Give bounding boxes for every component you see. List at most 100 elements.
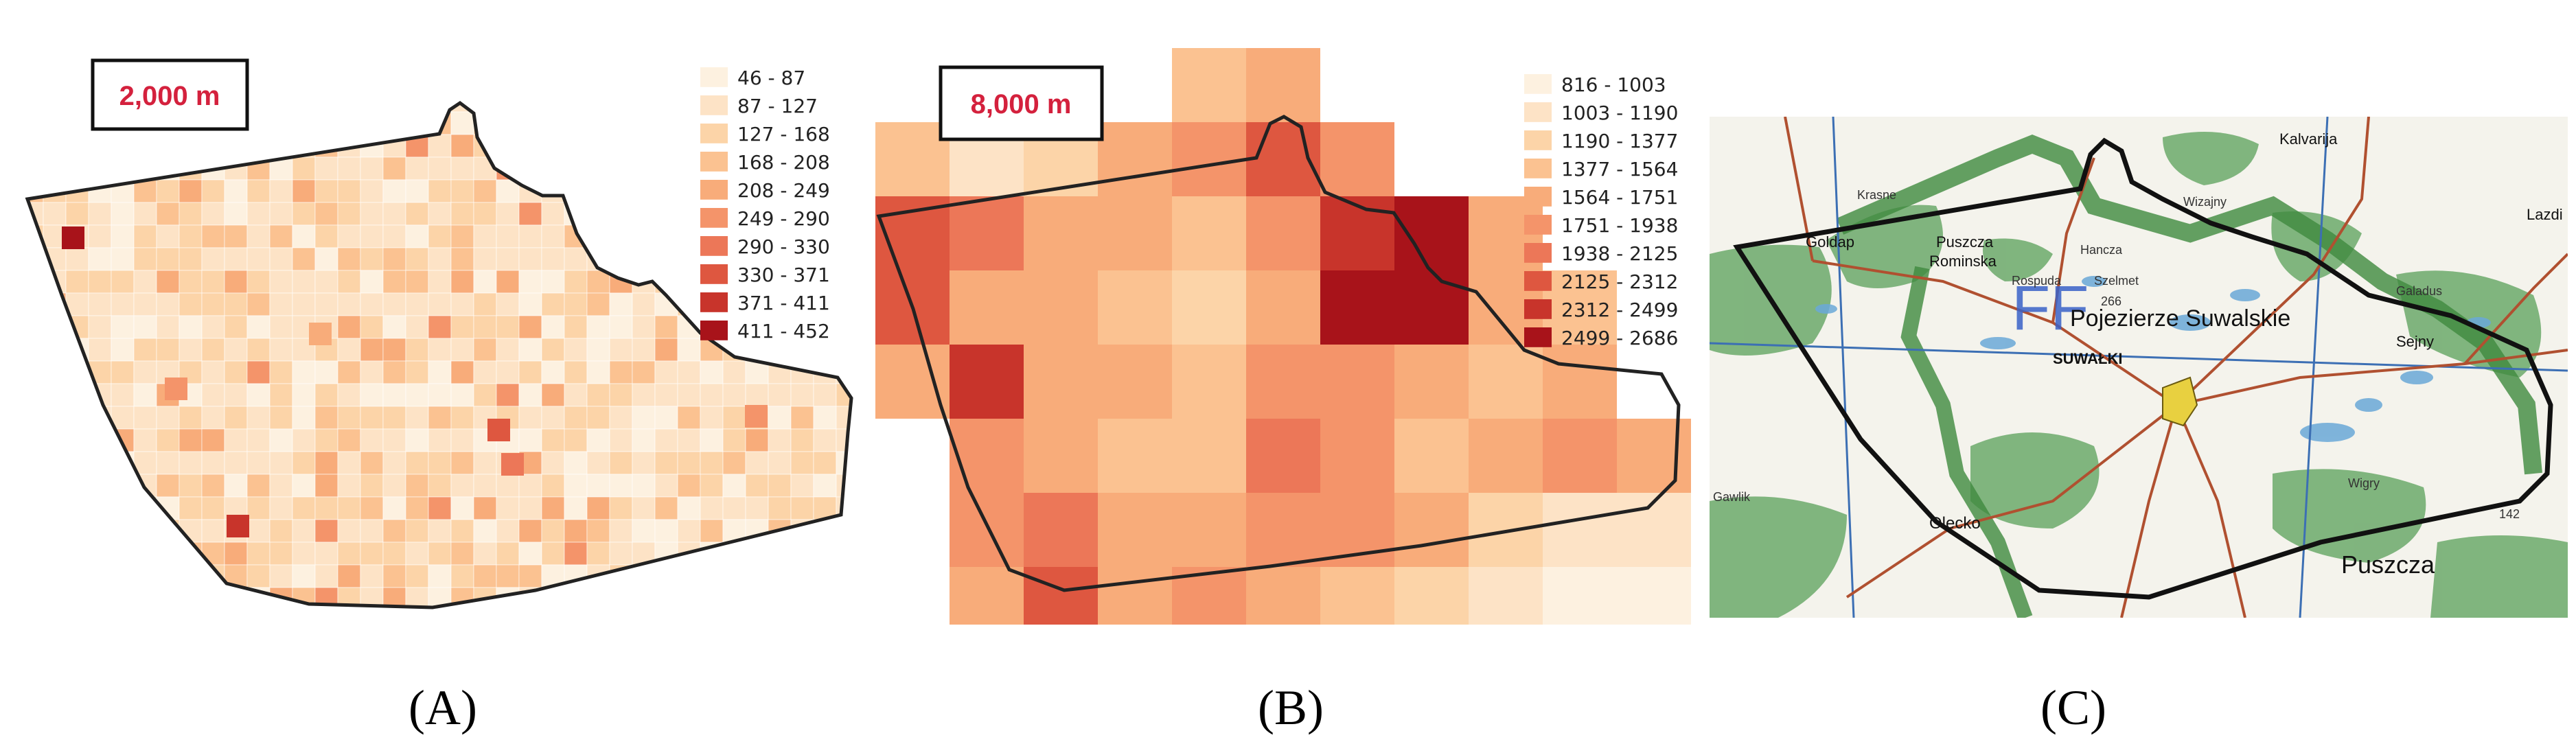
- grid-cell: [269, 496, 293, 520]
- grid-cell: [201, 383, 225, 407]
- grid-cell: [88, 202, 112, 226]
- grid-cell: [654, 406, 678, 430]
- grid-cell: [224, 383, 248, 407]
- grid-cell: [292, 202, 316, 226]
- grid-cell: [700, 519, 724, 543]
- grid-cell: [405, 451, 429, 475]
- grid-cell: [609, 315, 633, 339]
- grid-cell: [1024, 345, 1098, 419]
- panel-c-topo-map: Goldap Puszcza Rominska Kalvarija Lazdi …: [1710, 117, 2568, 618]
- grid-cell: [246, 360, 271, 384]
- grid-cell: [337, 292, 361, 316]
- grid-cell: [428, 564, 452, 588]
- grid-cell: [292, 587, 316, 607]
- grid-cell: [428, 292, 452, 316]
- grid-cell: [382, 270, 406, 294]
- grid-cell: [246, 247, 271, 271]
- grid-cell: [541, 496, 565, 520]
- grid-cell: [134, 610, 157, 625]
- grid-cell: [632, 383, 656, 407]
- grid-cell: [314, 103, 338, 113]
- grid-cell: [654, 338, 678, 362]
- grid-cell: [156, 428, 180, 452]
- grid-cell: [360, 338, 384, 362]
- grid-cell: [43, 360, 67, 384]
- grid-cell: [564, 156, 588, 181]
- grid-cell: [768, 406, 792, 430]
- grid-cell: [677, 564, 701, 588]
- grid-cell: [292, 383, 316, 407]
- grid-cell: [541, 542, 565, 566]
- caption-c: (C): [2040, 680, 2106, 735]
- grid-cell: [156, 406, 180, 430]
- grid-cell: [224, 451, 248, 475]
- grid-cell: [27, 270, 44, 294]
- grid-cell: [65, 383, 89, 407]
- grid-cell: [201, 587, 225, 607]
- grid-cell: [700, 406, 724, 430]
- grid-cell: [1469, 567, 1543, 625]
- grid-cell: [1172, 196, 1246, 270]
- grid-cell: [224, 428, 248, 452]
- grid-cell: [768, 610, 791, 625]
- grid-cell: [609, 587, 633, 607]
- grid-cell: [586, 315, 610, 339]
- grid-cell: [813, 406, 837, 430]
- grid-cell: [292, 103, 316, 113]
- grid-cell: [382, 428, 406, 452]
- grid-cell: [677, 247, 701, 271]
- grid-cell: [814, 610, 836, 625]
- grid-cell: [450, 156, 474, 181]
- grid-cell: [179, 474, 203, 498]
- scale-label-a: 2,000 m: [119, 81, 220, 111]
- grid-cell: [246, 496, 271, 520]
- grid-cell: [632, 202, 656, 226]
- scale-box-a: 2,000 m: [91, 58, 249, 131]
- grid-cell: [1024, 196, 1098, 270]
- grid-cell: [950, 270, 1024, 345]
- legend-label: 208 - 249: [737, 179, 830, 202]
- grid-cell: [43, 542, 67, 566]
- grid-cell: [43, 496, 67, 520]
- grid-cell: [654, 496, 678, 520]
- grid-cell: [360, 156, 384, 181]
- grid-cell: [428, 451, 452, 475]
- grid-cell: [654, 202, 678, 226]
- grid-cell: [111, 519, 135, 543]
- grid-cell: [473, 202, 497, 226]
- grid-cell: [654, 587, 678, 607]
- grid-cell: [790, 406, 814, 430]
- grid-cell: [473, 542, 497, 566]
- grid-cell: [360, 360, 384, 384]
- grid-cell: [586, 451, 610, 475]
- grid-cell: [1543, 270, 1617, 345]
- grid-cell: [1098, 493, 1172, 567]
- grid-cell: [201, 360, 225, 384]
- grid-cell: [382, 406, 406, 430]
- grid-cell: [337, 383, 361, 407]
- grid-cell: [450, 179, 474, 203]
- grid-cell: [269, 383, 293, 407]
- grid-cell: [609, 134, 633, 158]
- grid-cell: [201, 315, 225, 339]
- grid-cell: [88, 451, 112, 475]
- grid-cell: [586, 428, 610, 452]
- legend-swatch: [1524, 327, 1552, 347]
- label-puszcza-rominska-2: Rominska: [1929, 253, 1997, 270]
- grid-cell: [65, 360, 89, 384]
- grid-cell: [518, 474, 542, 498]
- grid-cell: [269, 338, 293, 362]
- grid-cell: [246, 542, 271, 566]
- grid-cell: [654, 451, 678, 475]
- grid-cell: [111, 496, 135, 520]
- suwalki-town-icon: [2162, 376, 2198, 427]
- grid-cell: [179, 202, 203, 226]
- grid-cell: [450, 360, 474, 384]
- legend-label: 2312 - 2499: [1561, 299, 1678, 321]
- grid-cell: [496, 270, 520, 294]
- grid-cell: [428, 156, 452, 181]
- grid-cell: [337, 428, 361, 452]
- legend-swatch: [1524, 215, 1552, 235]
- grid-cell: [405, 270, 429, 294]
- grid-cell: [27, 360, 44, 384]
